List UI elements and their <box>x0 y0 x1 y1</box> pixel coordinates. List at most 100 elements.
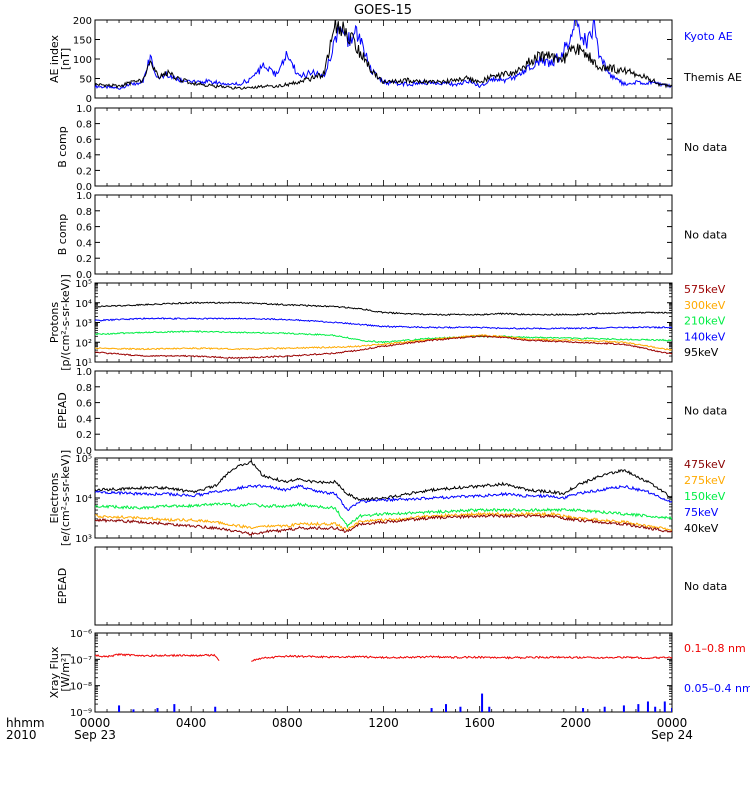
y-tick-label: 0 <box>86 94 92 105</box>
y-tick-label: 0.6 <box>76 223 92 234</box>
panel-frame <box>94 632 673 713</box>
legend-entry: 0.05–0.4 nm <box>684 682 750 695</box>
y-tick-label: 0.4 <box>76 151 92 162</box>
no-data-label: No data <box>684 580 727 593</box>
y-tick-label: 0.2 <box>76 254 92 265</box>
y-tick-label: 10⁻⁷ <box>70 655 92 666</box>
time-axis-label-hhmm: hhmm <box>6 716 45 730</box>
panel-ylabel: Protons <box>48 302 61 343</box>
y-tick-label: 10³ <box>75 319 92 330</box>
y-tick-label: 0.8 <box>76 120 92 131</box>
panel-ylabel: B comp <box>56 126 69 168</box>
series-line-kyoto-ae <box>95 20 672 90</box>
y-tick-label: 10¹ <box>75 358 92 369</box>
legend-entry: 475keV <box>684 458 726 471</box>
y-tick-label: 10⁴ <box>75 494 92 505</box>
panel-ylabel: Electrons <box>48 472 61 523</box>
time-tick-label: 0000 <box>657 716 688 730</box>
panels-group: 0 50 100 150 200 AE index[nT] Kyoto AE Themis A… <box>48 16 750 719</box>
series-line-575kev <box>95 335 672 360</box>
panel-ylabel: Xray Flux <box>48 646 61 698</box>
y-tick-label: 0.0 <box>76 182 92 193</box>
panel-ylabel: EPEAD <box>56 568 69 605</box>
y-tick-label: 0.0 <box>76 446 92 457</box>
panel-ylabel: [p/(cm²-s-sr-keV)] <box>59 274 72 371</box>
panel-electrons: 10³ 10⁴ 10⁵ Electrons[e/(cm²-s-sr-keV)] 475k… <box>48 450 726 546</box>
legend-entry: 140keV <box>684 330 726 343</box>
y-tick-label: 10⁻⁸ <box>70 682 92 693</box>
panel-bcomp1: 0.0 0.2 0.4 0.6 0.8 1.0 B comp No data <box>56 104 727 193</box>
no-data-label: No data <box>684 229 727 242</box>
panel-ylabel: [W/m²] <box>59 653 72 691</box>
panel-ylabel: [nT] <box>59 48 72 70</box>
y-tick-label: 0.4 <box>76 414 92 425</box>
panel-series-group <box>95 20 672 90</box>
no-data-label: No data <box>684 405 727 418</box>
series-line-150kev <box>95 502 672 529</box>
series-line-475kev <box>95 513 672 536</box>
panel-frame <box>94 107 673 187</box>
legend-entry: Kyoto AE <box>684 30 733 43</box>
legend-entry: 575keV <box>684 283 726 296</box>
y-tick-label: 0.8 <box>76 383 92 394</box>
time-tick-label: 0000 <box>80 716 111 730</box>
y-tick-label: 150 <box>73 36 92 47</box>
y-tick-label: 1.0 <box>76 367 92 378</box>
y-tick-label: 10⁻⁶ <box>70 629 92 640</box>
panel-epead2: EPEAD No data <box>56 546 727 626</box>
y-tick-label: 0.6 <box>76 135 92 146</box>
panel-xray: 10⁻⁹ 10⁻⁸ 10⁻⁷ 10⁻⁶ Xray Flux[W/m²] 0.1–0.8 n… <box>48 629 750 719</box>
y-tick-label: 200 <box>73 16 92 27</box>
y-tick-label: 0.8 <box>76 207 92 218</box>
panel-ylabel: [e/(cm²-s-sr-keV)] <box>59 450 72 546</box>
series-line-themis-ae <box>95 20 672 90</box>
panel-protons: 10¹ 10² 10³ 10⁴ 10⁵ Protons[p/(cm²-s-sr-keV)]… <box>48 274 726 371</box>
time-tick-label: 1600 <box>464 716 495 730</box>
legend-entry: Themis AE <box>683 71 742 84</box>
y-tick-label: 10² <box>75 338 92 349</box>
legend-entry: 150keV <box>684 490 726 503</box>
panel-frame <box>94 282 673 363</box>
panel-frame <box>94 194 673 275</box>
y-tick-label: 10⁵ <box>75 454 92 465</box>
time-tick-date: Sep 24 <box>651 728 693 742</box>
series-line-0-1-0-8-nm <box>95 652 672 662</box>
time-tick-label: 0400 <box>176 716 207 730</box>
series-line-210kev <box>95 330 672 344</box>
panel-frame <box>94 546 673 626</box>
legend-entry: 275keV <box>684 474 726 487</box>
legend-entry: 75keV <box>684 506 719 519</box>
no-data-label: No data <box>684 141 727 154</box>
panel-series-group <box>95 301 672 360</box>
legend-entry: 300keV <box>684 299 726 312</box>
time-tick-label: 1200 <box>368 716 399 730</box>
panel-frame <box>94 370 673 451</box>
legend-entry: 210keV <box>684 315 726 328</box>
panel-bcomp2: 0.0 0.2 0.4 0.6 0.8 1.0 B comp No data <box>56 191 727 281</box>
y-tick-label: 10⁻⁹ <box>70 708 92 719</box>
y-tick-label: 100 <box>73 55 92 66</box>
y-tick-label: 0.2 <box>76 166 92 177</box>
panel-ylabel: AE index <box>48 34 61 83</box>
y-tick-label: 10⁴ <box>75 299 92 310</box>
y-tick-label: 0.0 <box>76 270 92 281</box>
panel-frame <box>94 19 673 99</box>
y-tick-label: 1.0 <box>76 191 92 202</box>
time-axis-label-year: 2010 <box>6 728 37 742</box>
time-tick-label: 2000 <box>561 716 592 730</box>
y-tick-label: 10⁵ <box>75 279 92 290</box>
y-tick-label: 50 <box>79 75 92 86</box>
y-tick-label: 0.6 <box>76 399 92 410</box>
y-tick-label: 10³ <box>75 534 92 545</box>
series-line-300kev <box>95 334 672 352</box>
plot-title: GOES-15 <box>354 3 412 18</box>
legend-entry: 0.1–0.8 nm <box>684 642 746 655</box>
panel-series-group <box>95 652 672 712</box>
time-tick-label: 0800 <box>272 716 303 730</box>
y-tick-label: 1.0 <box>76 104 92 115</box>
series-line-95kev <box>95 301 672 316</box>
legend-entry: 40keV <box>684 522 719 535</box>
panel-ae: 0 50 100 150 200 AE index[nT] Kyoto AE Themis A… <box>48 16 742 105</box>
